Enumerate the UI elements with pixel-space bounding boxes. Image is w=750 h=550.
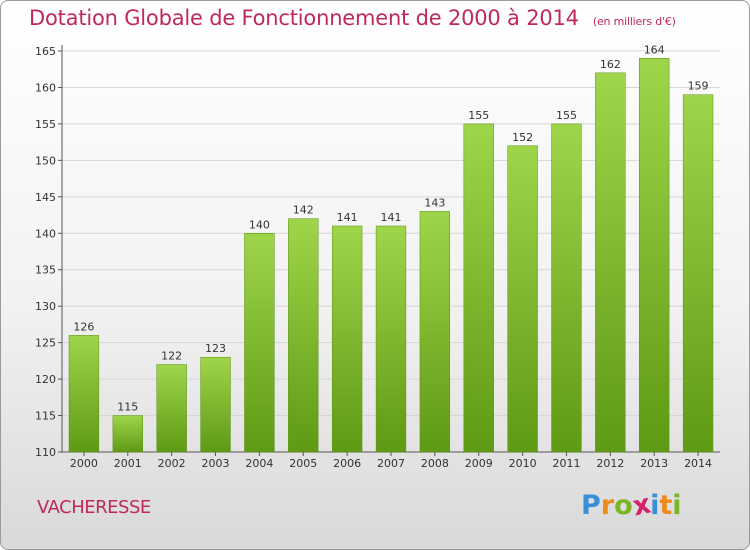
x-tick-label: 2014 [684, 457, 712, 470]
data-label: 159 [688, 80, 709, 93]
logo-letter: P [581, 490, 601, 521]
data-label: 140 [249, 218, 270, 231]
data-label: 164 [644, 43, 665, 56]
y-tick-label: 150 [35, 154, 56, 167]
bars [68, 58, 714, 453]
x-tick-label: 2000 [70, 457, 98, 470]
bar-2011 [551, 123, 582, 453]
y-tick-label: 135 [35, 264, 56, 277]
x-tick-label: 2011 [552, 457, 580, 470]
y-tick-label: 110 [35, 446, 56, 459]
x-tick-label: 2002 [158, 457, 186, 470]
x-tick-label: 2009 [465, 457, 493, 470]
bar-2005 [288, 218, 319, 453]
x-tick-label: 2005 [289, 457, 317, 470]
y-tick-label: 115 [35, 410, 56, 423]
data-label: 142 [293, 204, 314, 217]
y-tick-label: 120 [35, 373, 56, 386]
bar-2002 [156, 364, 187, 453]
bar-2013 [639, 58, 670, 453]
chart-unit: (en milliers d'€) [592, 15, 676, 28]
logo-letter: i [672, 490, 682, 521]
bar-2007 [375, 225, 407, 453]
data-label: 123 [205, 342, 226, 355]
data-label: 141 [337, 211, 358, 224]
bar-2001 [112, 415, 143, 453]
x-tick-label: 2007 [377, 457, 405, 470]
logo-letter: i [650, 490, 660, 521]
logo-letter: r [600, 490, 615, 521]
chart-title: Dotation Globale de Fonctionnement de 20… [29, 6, 676, 30]
x-tick-label: 2012 [596, 457, 624, 470]
bar-2008 [419, 211, 451, 453]
bar-2003 [200, 356, 231, 453]
proxiti-logo: Proxiti [581, 489, 682, 523]
data-label: 115 [117, 401, 138, 414]
logo-letter: o [614, 490, 633, 521]
y-tick-label: 140 [35, 227, 56, 240]
bar-2010 [507, 145, 538, 453]
bar-2014 [682, 94, 714, 453]
y-tick-label: 130 [35, 300, 56, 313]
x-tick-label: 2006 [333, 457, 361, 470]
bar-2006 [331, 225, 363, 453]
data-label: 122 [161, 350, 182, 363]
bar-2004 [244, 233, 275, 453]
data-label: 155 [556, 109, 577, 122]
y-tick-label: 155 [35, 118, 56, 131]
bar-2012 [595, 72, 626, 453]
bar-2009 [463, 123, 494, 453]
x-tick-label: 2001 [114, 457, 142, 470]
data-label: 152 [512, 131, 533, 144]
chart-title-text: Dotation Globale de Fonctionnement de 20… [29, 6, 579, 30]
data-label: 162 [600, 58, 621, 71]
data-label: 141 [381, 211, 402, 224]
logo-letter: t [659, 490, 673, 521]
bar-2000 [68, 335, 100, 453]
commune-name: VACHERESSE [37, 497, 151, 518]
x-tick-label: 2008 [421, 457, 449, 470]
data-label: 155 [468, 109, 489, 122]
x-tick-label: 2003 [202, 457, 230, 470]
data-label: 143 [424, 196, 445, 209]
y-tick-label: 145 [35, 191, 56, 204]
x-tick-label: 2013 [640, 457, 668, 470]
y-tick-label: 165 [35, 45, 56, 58]
data-labels: 126 115 122 123 140 142 141 141 143 155 152 155 162 1… [73, 43, 708, 413]
y-tick-label: 160 [35, 81, 56, 94]
data-label: 126 [73, 320, 94, 333]
x-tick-label: 2010 [509, 457, 537, 470]
y-tick-label: 125 [35, 337, 56, 350]
x-tick-label: 2004 [245, 457, 273, 470]
